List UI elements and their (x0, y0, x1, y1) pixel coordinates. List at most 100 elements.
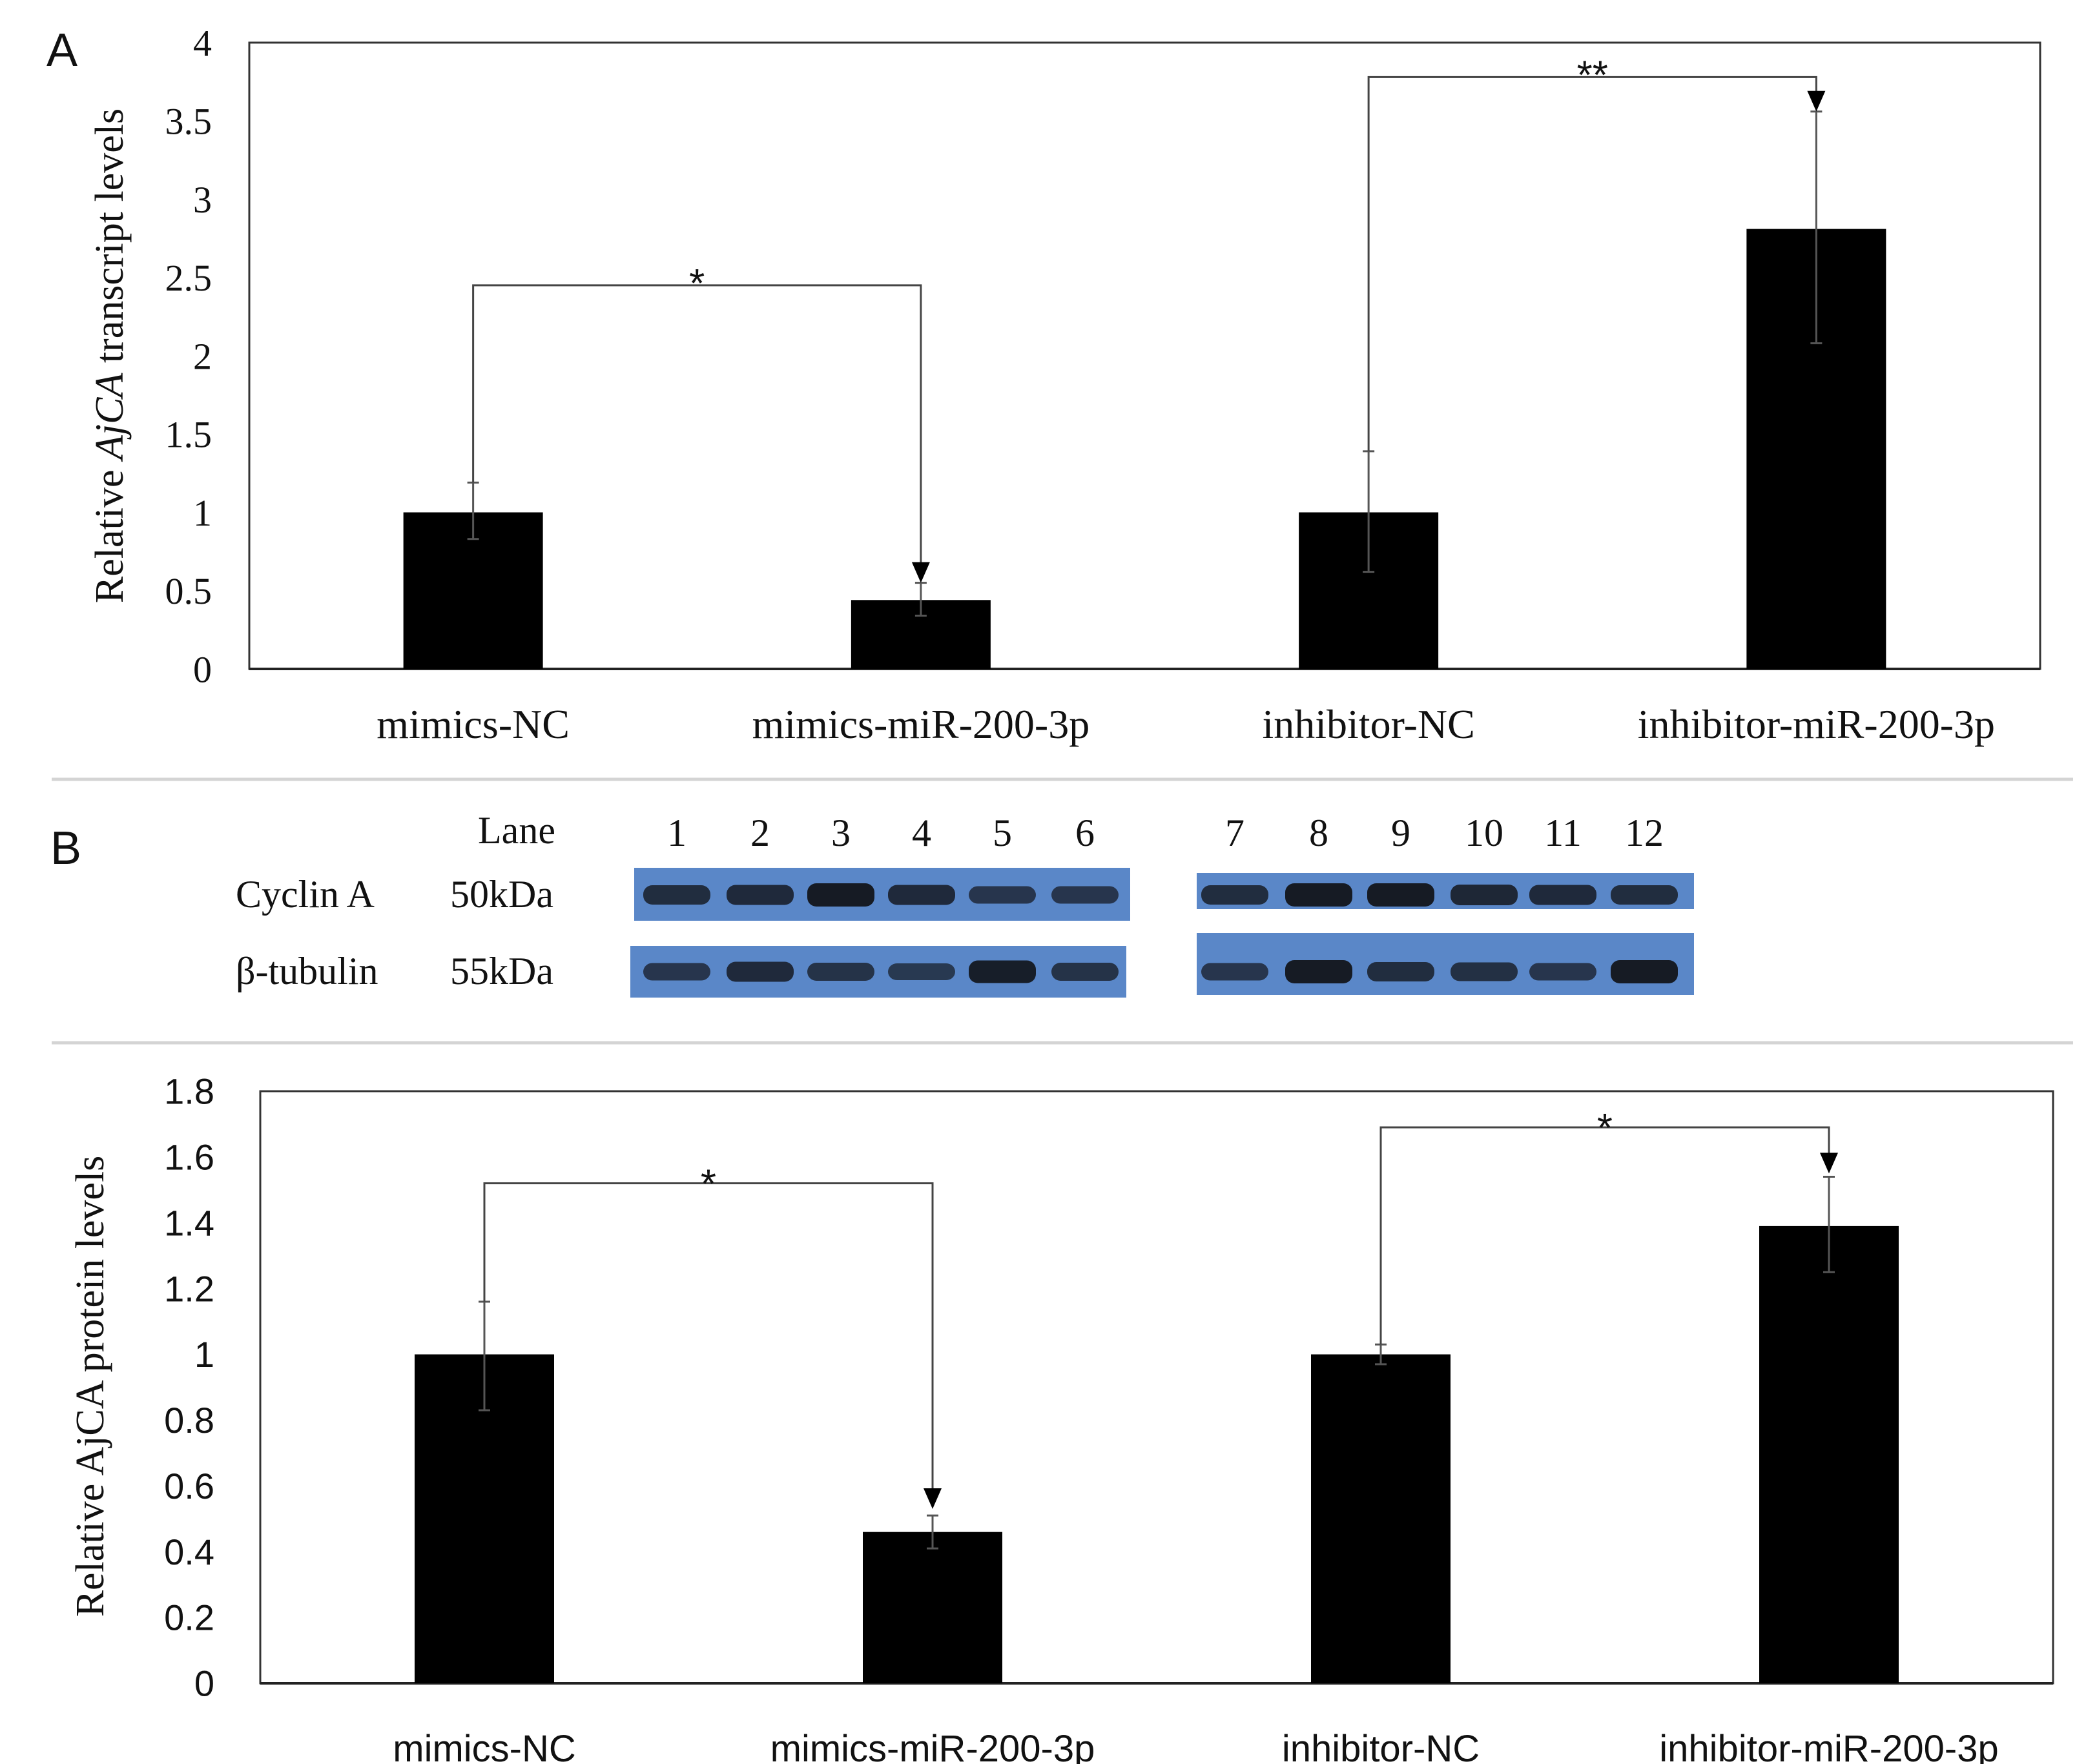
chartA-significance-label: * (689, 262, 705, 306)
cyclin-a-band (1051, 886, 1119, 904)
beta-tubulin-band (888, 963, 955, 980)
beta-tubulin-band (727, 961, 794, 982)
blot-bands (643, 883, 1678, 983)
chartA-x-tick-label: mimics-miR-200-3p (752, 701, 1090, 747)
chartA-significance-bracket (472, 284, 922, 565)
lane-number: 1 (667, 812, 687, 854)
chartA-x-tick-label: mimics-NC (377, 701, 570, 747)
cyclin-a-band (1367, 883, 1434, 907)
chart-a-x-tick-labels: mimics-NC mimics-miR-200-3p inhibitor-NC in… (377, 701, 1995, 747)
western-blot: Lane 1 2 3 4 5 6 7 8 9 10 11 12 Cyclin A 50kDa β-tu… (236, 809, 1694, 998)
cyclin-a-band (643, 885, 710, 905)
chartA-y-tick-label: 1 (193, 492, 212, 534)
chartA-y-tick-label: 3.5 (165, 101, 212, 143)
beta-tubulin-band (969, 960, 1036, 983)
chartB-y-tick-label: 0.2 (164, 1597, 214, 1638)
chart-b-y-axis-label: Relative AjCA protein levels (68, 1156, 112, 1617)
cyclin-a-label: Cyclin A (236, 873, 375, 916)
chart-a-bars (249, 229, 2040, 670)
chart-b-y-ticks: 0 0.2 0.4 0.6 0.8 1 1.2 1.4 1.6 1.8 (164, 1071, 214, 1704)
lane-number: 8 (1309, 812, 1328, 854)
chartB-significance-bracket (483, 1182, 934, 1491)
beta-tubulin-band (643, 963, 710, 981)
chartB-bar-inhibitor-nc (1311, 1354, 1451, 1683)
lane-number: 3 (831, 812, 851, 854)
chartB-y-tick-label: 1.6 (164, 1136, 214, 1177)
chartA-x-tick-label: inhibitor-NC (1262, 701, 1474, 747)
beta-tubulin-band (1285, 960, 1352, 983)
lane-number: 10 (1465, 812, 1503, 854)
cyclin-a-band (1451, 885, 1518, 905)
chartA-y-tick-label: 1.5 (165, 414, 212, 456)
chartB-y-tick-label: 0.6 (164, 1466, 214, 1506)
membrane-tubulin-left (630, 946, 1126, 998)
chartB-y-tick-label: 0 (194, 1663, 214, 1704)
chartA-y-tick-label: 0 (193, 648, 212, 690)
chartB-significance-bracket (1379, 1126, 1830, 1345)
chartA-significance-arrowhead (911, 562, 930, 583)
beta-tubulin-band (1051, 963, 1119, 981)
beta-tubulin-band (1611, 960, 1678, 983)
beta-tubulin-band (807, 963, 874, 981)
lane-number: 12 (1625, 812, 1664, 854)
chartA-significance-label: ** (1577, 53, 1608, 97)
cyclin-a-band (888, 885, 955, 905)
lane-number: 7 (1225, 812, 1244, 854)
lane-number: 5 (993, 812, 1012, 854)
chart-a-y-axis-label: Relative AjCA transcript levels (88, 108, 132, 603)
chartB-significance-label: * (701, 1162, 716, 1207)
chartB-x-tick-label: inhibitor-NC (1282, 1728, 1480, 1764)
chartB-significance-arrowhead (1820, 1153, 1838, 1174)
chartA-significance-arrowhead (1807, 90, 1826, 112)
chartA-x-tick-label: inhibitor-miR-200-3p (1638, 701, 1995, 747)
chartB-significance-label: * (1597, 1106, 1613, 1151)
chart-b-x-tick-labels: mimics-NC mimics-miR-200-3p inhibitor-NC in… (393, 1728, 1998, 1764)
cyclin-a-band (727, 885, 794, 905)
membrane-tubulin-right (1197, 933, 1694, 995)
beta-tubulin-band (1529, 963, 1596, 981)
chartB-y-tick-label: 1.8 (164, 1071, 214, 1112)
lane-number: 4 (912, 812, 931, 854)
beta-tubulin-band (1451, 962, 1518, 981)
chart-b-bars (260, 1226, 2053, 1685)
lane-number: 6 (1075, 812, 1095, 854)
beta-tubulin-band (1367, 962, 1434, 981)
chartB-x-tick-label: mimics-miR-200-3p (770, 1728, 1095, 1764)
chartA-y-tick-label: 2.5 (165, 257, 212, 299)
lane-number: 2 (750, 812, 770, 854)
lane-number: 9 (1391, 812, 1410, 854)
cyclin-a-band (1285, 883, 1352, 907)
membrane-cyclin-right (1197, 873, 1694, 909)
chartA-significance-bracket (1367, 76, 1817, 451)
protein-bar-chart: 00.20.40.60.811.21.41.61.8 ** mimics-NC m… (68, 1071, 2054, 1764)
cyclin-a-band (969, 886, 1036, 904)
chartB-bar-inhibitor-mir-200-3p (1759, 1226, 1899, 1683)
panel-b-label: B (50, 823, 81, 874)
chartB-x-tick-label: mimics-NC (393, 1728, 576, 1764)
cyclin-a-band (1529, 885, 1596, 905)
chartB-y-tick-label: 1.4 (164, 1202, 214, 1243)
chartB-y-tick-label: 0.8 (164, 1400, 214, 1441)
chart-b-error-bars (479, 1175, 1835, 1550)
chartA-y-tick-label: 2 (193, 335, 212, 377)
chart-a-y-ticks: 0 0.5 1 1.5 2 2.5 3 3.5 4 (165, 22, 212, 690)
transcript-bar-chart: 00.511.522.533.54 *** mimics-NC mimics-mi… (88, 22, 2041, 747)
lane-numbers: 1 2 3 4 5 6 7 8 9 10 11 12 (667, 812, 1664, 854)
chartB-bar-mimics-mir-200-3p (863, 1532, 1002, 1683)
cyclin-a-band (1611, 885, 1678, 905)
lane-header: Lane (478, 809, 555, 852)
membrane-cyclin-left (634, 868, 1130, 921)
cyclin-a-band (1201, 885, 1268, 905)
chartB-y-tick-label: 1 (194, 1334, 214, 1375)
cyclin-a-size: 50kDa (450, 873, 553, 916)
chart-b-significance-annotations: ** (483, 1106, 1838, 1509)
cyclin-a-band (807, 883, 874, 907)
chart-a-error-bars (467, 110, 1823, 617)
lane-number: 11 (1544, 812, 1582, 854)
chartB-significance-arrowhead (924, 1488, 942, 1509)
chartB-y-tick-label: 1.2 (164, 1268, 214, 1309)
chartA-y-tick-label: 0.5 (165, 570, 212, 612)
chartA-y-tick-label: 4 (193, 22, 212, 64)
panel-a-label: A (46, 25, 77, 76)
